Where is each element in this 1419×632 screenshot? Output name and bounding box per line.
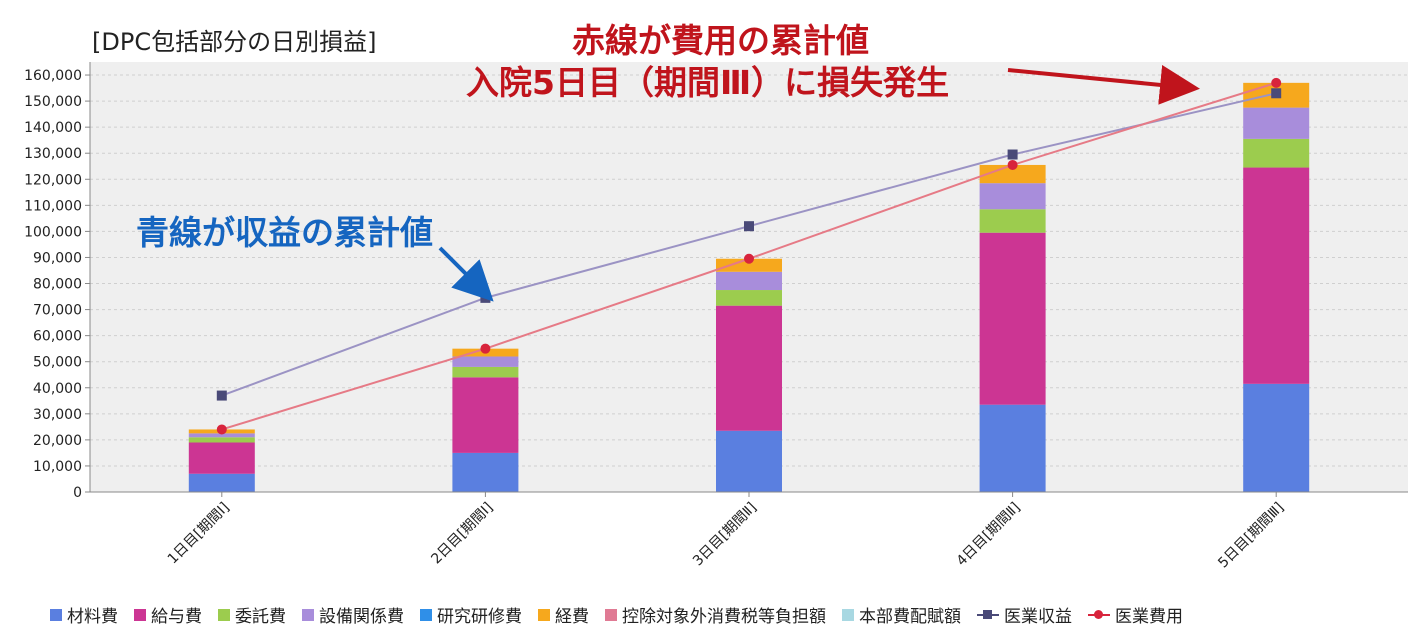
legend-item: 研究研修費	[420, 602, 522, 627]
y-tick-label: 120,000	[24, 172, 82, 188]
x-tick-label: 2日目[期間Ⅰ]	[428, 500, 496, 568]
legend-label: 材料費	[67, 607, 118, 627]
bar-segment-給与費	[1243, 167, 1310, 384]
point-医業費用	[744, 253, 754, 264]
legend-swatch	[134, 608, 146, 621]
bar-segment-委託費	[452, 366, 519, 378]
y-tick-label: 40,000	[33, 381, 82, 397]
y-tick-label: 110,000	[24, 198, 82, 214]
legend-item: 委託費	[218, 602, 286, 627]
point-医業費用	[1271, 77, 1282, 88]
legend-label: 給与費	[151, 607, 202, 627]
legend-item: 材料費	[50, 602, 118, 627]
legend-line-marker	[1088, 609, 1110, 621]
bar-segment-材料費	[716, 430, 782, 492]
y-axis: 0 10,000 20,000 30,000 40,000 50,000 60,000 70,…	[24, 62, 91, 501]
legend-label: 研究研修費	[437, 607, 522, 627]
bar-series	[188, 82, 1310, 492]
bar-segment-設備関係費	[452, 356, 519, 367]
legend-item: 設備関係費	[302, 602, 404, 627]
legend-label: 控除対象外消費税等負担額	[622, 607, 826, 627]
legend-label: 設備関係費	[319, 607, 404, 627]
point-医業費用	[1007, 159, 1018, 170]
bar-segment-材料費	[188, 473, 255, 492]
point-医業収益	[216, 390, 227, 401]
bar-segment-委託費	[188, 437, 255, 443]
bar-segment-委託費	[979, 209, 1046, 233]
x-tick-label: 5日目[期間Ⅲ]	[1215, 500, 1287, 572]
legend-line-marker	[977, 609, 999, 621]
bar-segment-材料費	[452, 452, 519, 492]
bar-segment-給与費	[716, 305, 782, 431]
annotation-revenue-line: 青線が収益の累計値	[136, 213, 433, 252]
legend-item: 医業収益	[977, 602, 1072, 627]
bar-segment-経費	[716, 258, 782, 272]
x-tick-label: 4日目[期間Ⅱ]	[954, 500, 1024, 570]
legend-swatch	[842, 608, 854, 621]
point-医業費用	[216, 424, 227, 435]
legend-label: 経費	[555, 607, 589, 627]
y-tick-label: 80,000	[33, 277, 82, 293]
legend-label: 本部費配賦額	[859, 607, 961, 627]
y-tick-label: 0	[73, 485, 82, 501]
bar-segment-給与費	[188, 442, 255, 474]
bar-segment-設備関係費	[1243, 107, 1310, 139]
bar-segment-設備関係費	[979, 183, 1046, 210]
annotation-cost-line: 赤線が費用の累計値	[572, 21, 869, 60]
point-医業費用	[480, 343, 491, 354]
y-tick-label: 160,000	[24, 68, 82, 84]
point-医業収益	[1271, 88, 1282, 99]
legend-label: 医業収益	[1004, 607, 1072, 627]
bar-segment-委託費	[716, 290, 782, 306]
legend-swatch	[302, 608, 314, 621]
legend-swatch	[420, 608, 432, 621]
legend-swatch	[50, 608, 62, 621]
bar-segment-材料費	[979, 404, 1046, 492]
legend-swatch	[218, 608, 230, 621]
bar-segment-給与費	[452, 377, 519, 453]
y-tick-label: 140,000	[24, 120, 82, 136]
legend-label: 医業費用	[1115, 607, 1183, 627]
y-tick-label: 20,000	[33, 433, 82, 449]
x-tick-label: 1日目[期間Ⅰ]	[165, 500, 233, 568]
legend-swatch	[538, 608, 550, 621]
legend-item: 本部費配賦額	[842, 602, 961, 627]
bar-segment-委託費	[1243, 138, 1310, 168]
y-tick-label: 60,000	[33, 329, 82, 345]
bar-segment-設備関係費	[188, 433, 255, 438]
legend-item: 控除対象外消費税等負担額	[605, 602, 826, 627]
blue-arrow	[438, 246, 494, 302]
bar-segment-経費	[979, 164, 1046, 184]
legend-item: 給与費	[134, 602, 202, 627]
y-tick-label: 100,000	[24, 224, 82, 240]
bar-segment-材料費	[1243, 383, 1310, 492]
y-tick-label: 150,000	[24, 94, 82, 110]
legend-label: 委託費	[235, 607, 286, 627]
annotation-arrows	[438, 64, 1200, 302]
legend-item: 経費	[538, 602, 589, 627]
point-医業収益	[744, 221, 754, 232]
x-axis: 1日目[期間Ⅰ] 2日目[期間Ⅰ] 3日目[期間Ⅱ] 4日目[期間Ⅱ] 5日目[期間Ⅲ]	[90, 491, 1408, 572]
y-tick-label: 50,000	[33, 355, 82, 371]
y-tick-label: 10,000	[33, 459, 82, 475]
bar-segment-給与費	[979, 232, 1046, 405]
annotation-loss: 入院5日目（期間Ⅲ）に損失発生	[466, 63, 950, 102]
legend-item: 医業費用	[1088, 602, 1183, 627]
red-arrow	[1007, 64, 1200, 105]
y-tick-label: 90,000	[33, 250, 82, 266]
bar-segment-設備関係費	[716, 271, 782, 291]
y-tick-label: 30,000	[33, 407, 82, 423]
x-tick-label: 3日目[期間Ⅱ]	[690, 500, 760, 570]
chart-title: [DPC包括部分の日別損益]	[92, 28, 377, 56]
line-series	[216, 77, 1282, 435]
y-tick-label: 70,000	[33, 303, 82, 319]
y-tick-label: 130,000	[24, 146, 82, 162]
legend: 材料費 給与費 委託費 設備関係費 研究研修費 経費 控除対象外消費税等負担額 本部費配賦額 医…	[50, 602, 1183, 627]
point-医業収益	[1007, 149, 1018, 160]
grid-lines	[90, 74, 1408, 467]
legend-swatch	[605, 608, 617, 621]
